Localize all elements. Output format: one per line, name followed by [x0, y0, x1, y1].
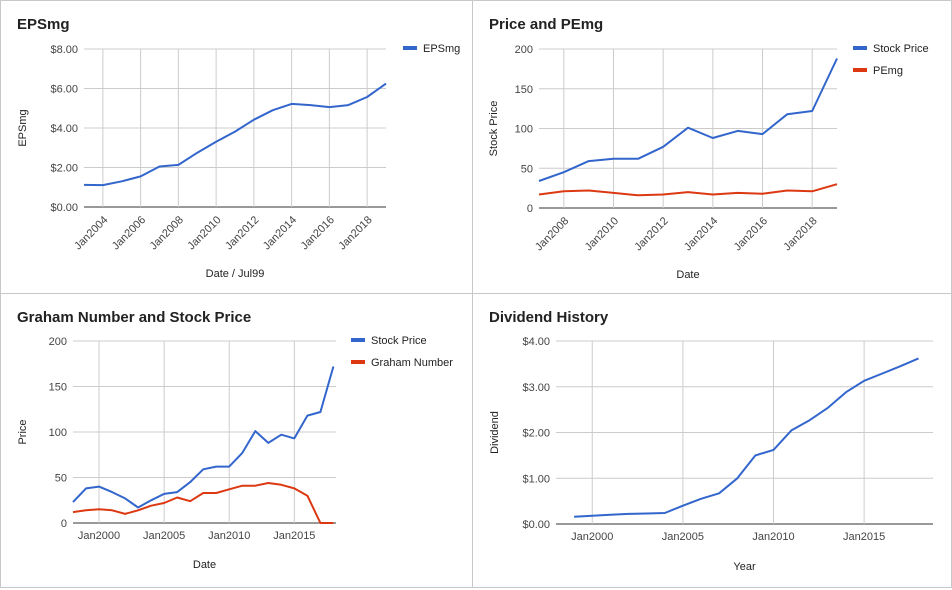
x-tick-label: Jan2010: [752, 531, 794, 543]
x-tick-label: Jan2000: [571, 531, 613, 543]
y-tick-label: $1.00: [522, 473, 550, 485]
x-tick-label: Jan2010: [185, 214, 223, 252]
panel-graham-number: Graham Number and Stock Price 0 50 100 150 20…: [0, 293, 473, 588]
legend-swatch: [351, 338, 365, 342]
panel-epsmg: EPSmg $0.00 $2.00 $4.00 $6.00 $8.00 Jan2004 Jan…: [0, 0, 473, 294]
chart-title: EPSmg: [17, 16, 70, 33]
series-line-dividend: [574, 357, 919, 518]
chart-title: Graham Number and Stock Price: [17, 309, 251, 326]
y-tick-label: $2.00: [50, 163, 78, 175]
price-pemg-chart: Price and PEmg 0 50 100 150 200 Jan2008 Jan2010…: [488, 16, 929, 281]
chart-title: Dividend History: [489, 309, 609, 326]
x-tick-label: Jan2000: [78, 530, 120, 542]
y-tick-label: 100: [515, 124, 533, 136]
x-axis-label: Date: [193, 559, 216, 571]
y-axis-label: EPSmg: [17, 109, 29, 146]
y-tick-label: $8.00: [50, 44, 78, 56]
x-tick-label: Jan2012: [223, 214, 261, 252]
legend-swatch: [351, 360, 365, 364]
x-tick-label: Jan2008: [148, 214, 186, 252]
y-tick-label: 0: [527, 203, 533, 215]
chart-title: Price and PEmg: [489, 16, 603, 33]
x-tick-label: Jan2006: [110, 214, 148, 252]
legend-label: Stock Price: [371, 335, 427, 347]
y-tick-label: $0.00: [522, 519, 550, 531]
x-tick-label: Jan2018: [781, 215, 819, 253]
x-tick-label: Jan2005: [662, 531, 704, 543]
panel-price-pemg: Price and PEmg 0 50 100 150 200 Jan2008 Jan2010…: [472, 0, 952, 294]
y-tick-label: 150: [49, 382, 67, 394]
y-tick-label: 100: [49, 427, 67, 439]
x-axis-label: Date: [676, 269, 699, 281]
x-tick-label: Jan2008: [533, 215, 571, 253]
x-axis-label: Date / Jul99: [206, 268, 265, 280]
x-tick-label: Jan2015: [273, 530, 315, 542]
x-tick-label: Jan2010: [583, 215, 621, 253]
legend-label: Graham Number: [371, 357, 453, 369]
y-tick-label: 0: [61, 518, 67, 530]
y-axis-label: Stock Price: [488, 101, 500, 157]
y-tick-label: 200: [49, 336, 67, 348]
legend-swatch: [853, 68, 867, 72]
dividend-history-chart: Dividend History $0.00 $1.00 $2.00 $3.00 $4.0…: [489, 309, 933, 573]
legend-label: PEmg: [873, 65, 903, 77]
x-tick-label: Jan2014: [261, 214, 299, 252]
y-tick-label: 50: [55, 473, 67, 485]
legend-label: Stock Price: [873, 43, 929, 55]
legend-label: EPSmg: [423, 43, 460, 55]
series-line-stock-price: [72, 366, 335, 509]
graham-number-chart: Graham Number and Stock Price 0 50 100 150 20…: [17, 309, 453, 571]
x-tick-label: Jan2016: [732, 215, 770, 253]
y-axis-label: Price: [17, 419, 29, 444]
x-tick-label: Jan2018: [336, 214, 374, 252]
x-tick-label: Jan2015: [843, 531, 885, 543]
y-tick-label: $0.00: [50, 202, 78, 214]
y-tick-label: $3.00: [522, 382, 550, 394]
series-line-graham-number: [72, 482, 334, 524]
y-tick-label: $6.00: [50, 84, 78, 96]
x-axis-label: Year: [733, 561, 756, 573]
x-tick-label: Jan2016: [299, 214, 337, 252]
y-tick-label: $2.00: [522, 428, 550, 440]
y-axis-label: Dividend: [489, 411, 501, 454]
x-tick-label: Jan2014: [682, 215, 720, 253]
y-tick-label: 50: [521, 163, 533, 175]
legend-swatch: [403, 46, 417, 50]
series-line-stock-price: [538, 58, 838, 182]
panel-dividend-history: Dividend History $0.00 $1.00 $2.00 $3.00 $4.0…: [472, 293, 952, 588]
y-tick-label: 200: [515, 44, 533, 56]
x-tick-label: Jan2012: [632, 215, 670, 253]
x-tick-label: Jan2004: [72, 214, 110, 252]
y-tick-label: 150: [515, 84, 533, 96]
x-tick-label: Jan2005: [143, 530, 185, 542]
x-tick-label: Jan2010: [208, 530, 250, 542]
y-tick-label: $4.00: [522, 336, 550, 348]
legend-swatch: [853, 46, 867, 50]
y-tick-label: $4.00: [50, 123, 78, 135]
series-line-epsmg: [83, 82, 387, 187]
series-line-pemg: [538, 183, 838, 197]
